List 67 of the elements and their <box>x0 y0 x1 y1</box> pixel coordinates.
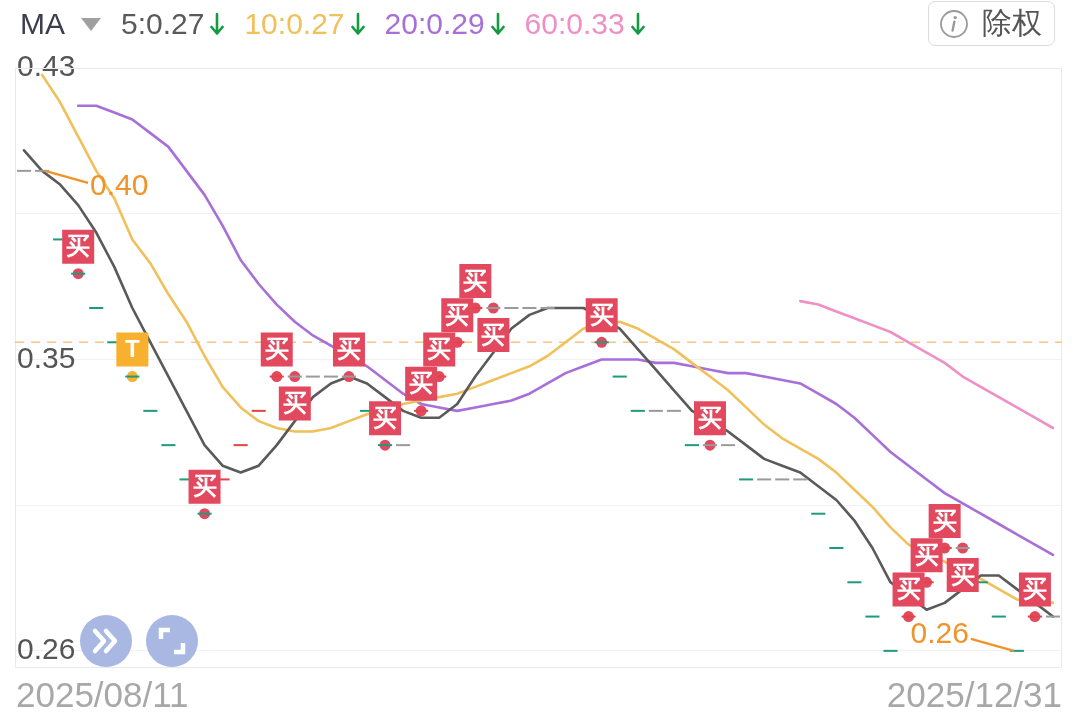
data-label: 买 <box>336 335 361 363</box>
data-label: 买 <box>1022 575 1047 603</box>
y-tick-label: 0.35 <box>17 340 76 374</box>
candlestick <box>991 615 1006 618</box>
text: 10:0.27 <box>244 7 345 40</box>
data-label: 买 <box>427 335 452 363</box>
candlestick <box>793 478 808 481</box>
data-label: 买 <box>589 300 614 328</box>
data-label: 买 <box>66 232 91 260</box>
text: 除权 <box>982 6 1042 39</box>
data-label: 买 <box>192 472 217 500</box>
candlestick <box>378 444 393 447</box>
text: 2025/12/31 <box>886 675 1062 714</box>
candlestick <box>847 581 862 584</box>
candlestick <box>341 375 356 378</box>
candlestick <box>1027 615 1042 618</box>
text: 0.26 <box>910 616 969 650</box>
candlestick <box>811 512 826 515</box>
data-label: 买 <box>896 575 921 603</box>
candlestick <box>1045 615 1061 618</box>
y-tick-label: 0.43 <box>17 49 76 83</box>
candlestick <box>305 375 320 378</box>
candlestick <box>702 444 718 447</box>
candlestick <box>739 478 754 481</box>
candlestick <box>161 444 176 447</box>
candlestick <box>143 409 158 412</box>
candlestick <box>648 409 663 412</box>
data-label: 买 <box>950 560 975 588</box>
text: 20:0.29 <box>384 7 485 40</box>
text: 2025/08/11 <box>16 675 189 714</box>
data-label: 买 <box>373 403 398 431</box>
candlestick <box>630 409 645 412</box>
data-label: 买 <box>914 540 939 568</box>
candlestick <box>287 375 302 378</box>
text: 60:0.33 <box>524 7 625 40</box>
legend-title: MA <box>20 7 65 40</box>
candlestick <box>396 444 411 447</box>
data-label: T <box>125 335 140 363</box>
data-label: 买 <box>282 389 307 417</box>
data-label: 买 <box>409 369 434 397</box>
candlestick <box>125 375 140 378</box>
candlestick <box>612 375 627 378</box>
y-tick-label: 0.26 <box>17 632 76 666</box>
data-label: 买 <box>481 320 506 348</box>
candlestick <box>721 444 736 447</box>
candlestick <box>757 478 772 481</box>
candlestick <box>594 341 609 344</box>
candlestick <box>414 409 429 412</box>
candlestick <box>71 272 86 275</box>
text: 5:0.27 <box>121 7 205 40</box>
data-label: 买 <box>697 403 722 431</box>
candlestick <box>269 375 284 378</box>
candlestick <box>251 409 266 412</box>
data-label: 买 <box>445 300 470 328</box>
candlestick <box>865 615 880 618</box>
candlestick <box>775 478 790 481</box>
candlestick <box>233 444 248 447</box>
data-label: 买 <box>264 335 289 363</box>
candlestick <box>666 409 681 412</box>
data-label: 买 <box>932 506 957 534</box>
candlestick <box>684 444 699 447</box>
candlestick <box>197 512 212 515</box>
candlestick <box>901 615 916 618</box>
candlestick <box>323 375 338 378</box>
candlestick <box>16 169 32 172</box>
data-label: 买 <box>463 266 488 294</box>
candlestick <box>883 649 898 652</box>
